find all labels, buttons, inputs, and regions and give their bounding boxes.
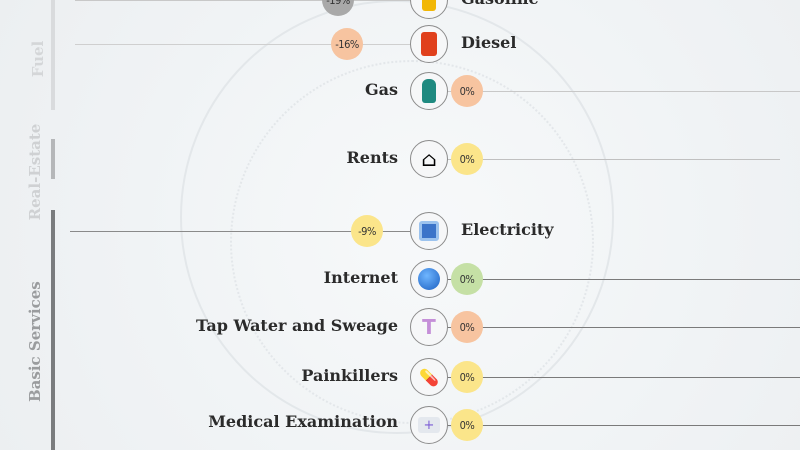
value-badge: -9% bbox=[351, 215, 383, 247]
item-label: Gas bbox=[364, 80, 398, 99]
house-icon: ⌂ bbox=[410, 140, 448, 178]
gasoline-can-icon bbox=[410, 0, 448, 19]
item-medical-examination: Medical Examination + 0% bbox=[0, 405, 800, 445]
item-internet: Internet 0% bbox=[0, 259, 800, 299]
pipe-icon: T bbox=[410, 308, 448, 346]
item-gasoline: -19% Gasoline bbox=[0, 0, 800, 20]
connector-line bbox=[446, 279, 800, 280]
item-label: Rents bbox=[346, 148, 398, 167]
connector-line bbox=[446, 327, 800, 328]
item-label: Diesel bbox=[461, 33, 517, 52]
connector-line bbox=[446, 377, 800, 378]
value-badge: 0% bbox=[451, 75, 483, 107]
item-painkillers: Painkillers 💊 0% bbox=[0, 357, 800, 397]
value-badge: 0% bbox=[451, 143, 483, 175]
item-label: Painkillers bbox=[301, 366, 398, 385]
item-gas: Gas 0% bbox=[0, 71, 800, 111]
electric-meter-icon bbox=[410, 212, 448, 250]
connector-line bbox=[70, 231, 410, 232]
connector-line bbox=[446, 91, 800, 92]
item-tap-water: Tap Water and Sweage T 0% bbox=[0, 307, 800, 347]
item-label: Electricity bbox=[461, 220, 554, 239]
item-label: Gasoline bbox=[461, 0, 539, 8]
diesel-barrel-icon bbox=[410, 25, 448, 63]
connector-line bbox=[75, 44, 410, 45]
value-badge: -19% bbox=[322, 0, 354, 16]
category-real-estate-bar bbox=[51, 139, 55, 179]
gas-cylinder-icon bbox=[410, 72, 448, 110]
globe-icon bbox=[410, 260, 448, 298]
connector-line bbox=[75, 0, 410, 1]
item-electricity: -9% Electricity bbox=[0, 211, 800, 251]
item-rents: Rents ⌂ 0% bbox=[0, 139, 800, 179]
connector-line bbox=[446, 425, 800, 426]
background-ring bbox=[180, 0, 614, 434]
medical-kit-icon: + bbox=[410, 406, 448, 444]
item-label: Internet bbox=[323, 268, 398, 287]
value-badge: -16% bbox=[331, 28, 363, 60]
item-label: Tap Water and Sweage bbox=[195, 316, 398, 335]
category-basic-services-bar bbox=[51, 210, 55, 450]
category-fuel-bar bbox=[51, 0, 55, 110]
connector-line bbox=[446, 159, 780, 160]
item-diesel: -16% Diesel bbox=[0, 24, 800, 64]
value-badge: 0% bbox=[451, 311, 483, 343]
value-badge: 0% bbox=[451, 263, 483, 295]
item-label: Medical Examination bbox=[208, 412, 398, 431]
value-badge: 0% bbox=[451, 409, 483, 441]
pills-icon: 💊 bbox=[410, 358, 448, 396]
value-badge: 0% bbox=[451, 361, 483, 393]
